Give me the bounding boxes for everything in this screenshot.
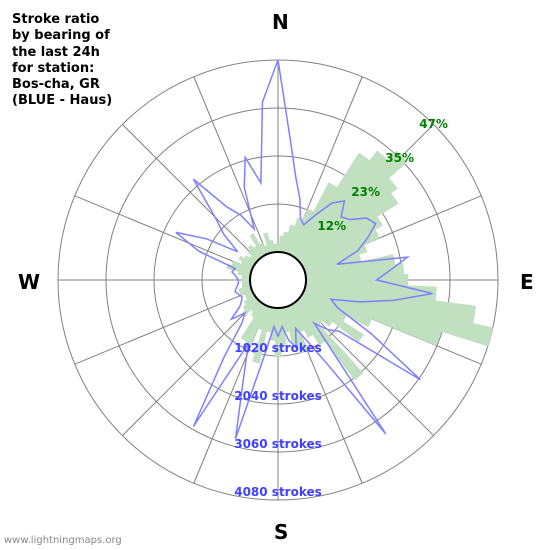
pct-ring-label: 12% [317,219,346,233]
chart-title: Stroke ratio by bearing of the last 24h … [12,12,112,110]
stroke-ring-label: 4080 strokes [234,485,322,499]
pct-ring-label: 35% [385,151,414,165]
cardinal-e: E [520,270,534,294]
stroke-ring-label: 3060 strokes [234,437,322,451]
stroke-ring-label: 1020 strokes [234,341,322,355]
stroke-ring-label: 2040 strokes [234,389,322,403]
cardinal-w: W [18,270,40,294]
footer-text: www.lightningmaps.org [4,535,122,546]
cardinal-n: N [272,10,289,34]
pct-ring-label: 23% [351,185,380,199]
pct-ring-label: 47% [419,117,448,131]
cardinal-s: S [274,520,288,544]
